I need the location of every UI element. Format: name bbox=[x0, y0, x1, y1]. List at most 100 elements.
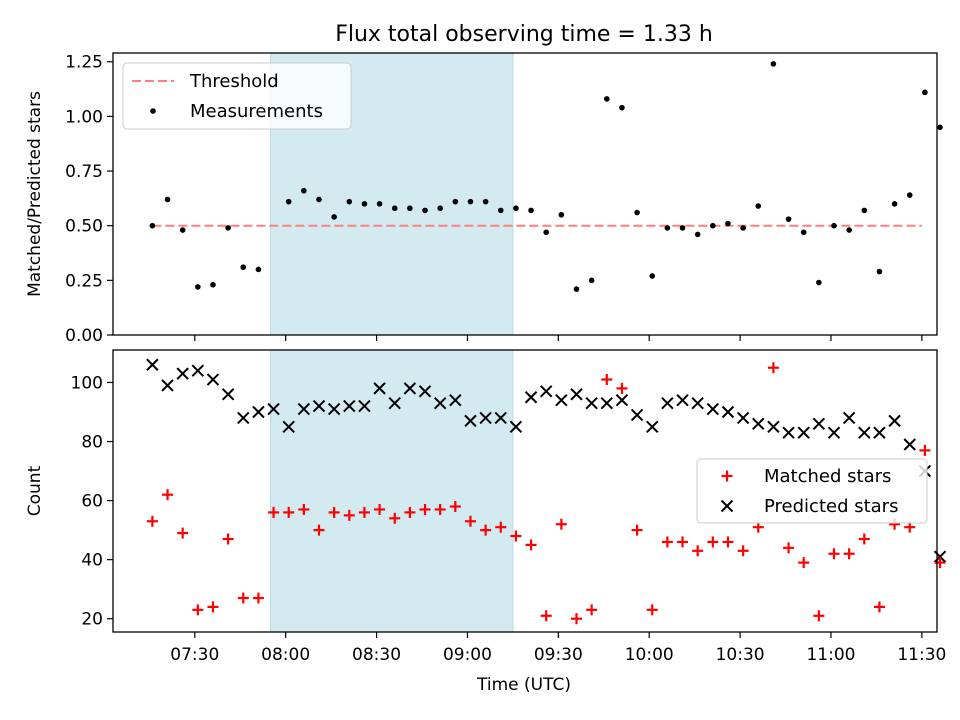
ratio-axis-ticks: 0.00 0.25 0.50 0.75 1.00 1.25 bbox=[65, 53, 113, 346]
matched-point bbox=[358, 506, 370, 518]
matched-points bbox=[146, 362, 946, 625]
predicted-points bbox=[146, 358, 947, 563]
matched-point bbox=[722, 536, 734, 548]
count-y-tick-label: 80 bbox=[81, 433, 103, 453]
measurement-point bbox=[876, 268, 883, 275]
predicted-point bbox=[706, 402, 720, 416]
cross-stroke-b bbox=[752, 417, 765, 431]
predicted-point bbox=[615, 393, 629, 407]
measurement-point bbox=[634, 209, 640, 216]
predicted-point bbox=[555, 393, 568, 407]
measurement-point bbox=[164, 196, 171, 203]
cross-stroke-b bbox=[646, 420, 659, 433]
predicted-point bbox=[267, 402, 280, 416]
cross-stroke-b bbox=[206, 373, 220, 386]
predicted-point bbox=[782, 426, 795, 439]
cross-stroke-b bbox=[297, 402, 311, 416]
ratio-panel: 0.00 0.25 0.50 0.75 1.00 1.25 Matched/Predict… bbox=[25, 52, 943, 346]
matched-point bbox=[449, 501, 461, 513]
matched-point bbox=[434, 503, 446, 515]
cross-stroke-b bbox=[403, 382, 417, 395]
cross-stroke-b bbox=[449, 393, 462, 407]
cross-stroke-b bbox=[888, 414, 901, 428]
measurement-points bbox=[149, 61, 943, 292]
ratio-y-axis-label: Matched/Predicted stars bbox=[25, 91, 45, 297]
matched-point bbox=[571, 613, 582, 625]
cross-stroke-b bbox=[327, 402, 341, 416]
cross-stroke-b bbox=[388, 396, 401, 410]
matched-point bbox=[586, 604, 598, 616]
matched-point bbox=[192, 604, 204, 616]
cross-stroke-b bbox=[358, 399, 371, 413]
predicted-point bbox=[570, 388, 583, 401]
cross-stroke-b bbox=[827, 426, 841, 439]
cross-stroke-b bbox=[494, 411, 507, 425]
measurement-point bbox=[861, 207, 868, 214]
time-tick-label: 08:00 bbox=[261, 645, 310, 665]
predicted-point bbox=[721, 405, 735, 419]
predicted-point bbox=[191, 364, 205, 377]
measurement-point bbox=[922, 89, 928, 96]
predicted-point bbox=[600, 396, 614, 410]
matched-point bbox=[389, 512, 401, 524]
time-axis-ticks: 07:30 08:00 08:30 09:00 09:30 10:00 10:30 11:00… bbox=[170, 335, 946, 665]
legend-matched-swatch bbox=[721, 470, 733, 482]
matched-point bbox=[480, 524, 492, 536]
matched-point bbox=[374, 503, 386, 515]
predicted-point bbox=[842, 411, 856, 425]
measurement-point bbox=[331, 214, 337, 220]
predicted-point bbox=[494, 411, 507, 425]
measurement-point bbox=[603, 96, 610, 102]
cross-stroke-b bbox=[782, 426, 795, 439]
ratio-y-tick-label: 1.00 bbox=[65, 107, 103, 127]
predicted-point bbox=[888, 414, 901, 428]
matched-point bbox=[677, 536, 689, 548]
cross-stroke-b bbox=[221, 388, 235, 401]
predicted-point bbox=[312, 399, 326, 413]
measurement-point bbox=[240, 264, 247, 271]
predicted-point bbox=[206, 373, 220, 386]
matched-point bbox=[919, 444, 931, 456]
count-y-axis-label: Count bbox=[25, 465, 45, 516]
cross-stroke-b bbox=[524, 391, 538, 404]
cross-stroke-b bbox=[237, 411, 250, 425]
measurement-point bbox=[225, 225, 231, 231]
predicted-point bbox=[827, 426, 841, 439]
measurement-point bbox=[740, 225, 746, 231]
time-tick-label: 07:30 bbox=[170, 645, 219, 665]
cross-stroke-b bbox=[858, 426, 871, 439]
cross-stroke-b bbox=[464, 414, 477, 428]
predicted-point bbox=[358, 399, 371, 413]
cross-stroke-b bbox=[191, 364, 205, 377]
measurement-point bbox=[346, 198, 353, 205]
cross-stroke-b bbox=[842, 411, 856, 425]
count-y-tick-label: 40 bbox=[81, 551, 103, 571]
count-y-tick-label: 100 bbox=[71, 373, 103, 393]
predicted-point bbox=[691, 396, 704, 410]
matched-point bbox=[268, 506, 280, 518]
predicted-point bbox=[524, 391, 538, 404]
predicted-point bbox=[812, 417, 826, 431]
cross-stroke-b bbox=[176, 367, 189, 380]
cross-stroke-b bbox=[676, 393, 689, 407]
matched-point bbox=[858, 533, 870, 545]
measurement-point bbox=[361, 201, 368, 207]
cross-stroke-b bbox=[767, 420, 780, 433]
cross-stroke-b bbox=[555, 393, 568, 407]
matched-point bbox=[313, 524, 325, 536]
measurement-point bbox=[195, 284, 201, 290]
measurement-point bbox=[391, 205, 398, 212]
predicted-point bbox=[282, 420, 295, 433]
measurement-point bbox=[422, 207, 428, 214]
predicted-point bbox=[539, 385, 553, 398]
measurement-point bbox=[679, 225, 686, 231]
ratio-panel-frame bbox=[112, 52, 938, 336]
predicted-point bbox=[388, 396, 401, 410]
measurement-point bbox=[452, 198, 459, 205]
measurement-point bbox=[785, 216, 792, 222]
predicted-point bbox=[509, 420, 523, 433]
cross-stroke-b bbox=[146, 358, 159, 371]
measurement-point bbox=[816, 279, 822, 286]
measurement-point bbox=[664, 225, 671, 231]
